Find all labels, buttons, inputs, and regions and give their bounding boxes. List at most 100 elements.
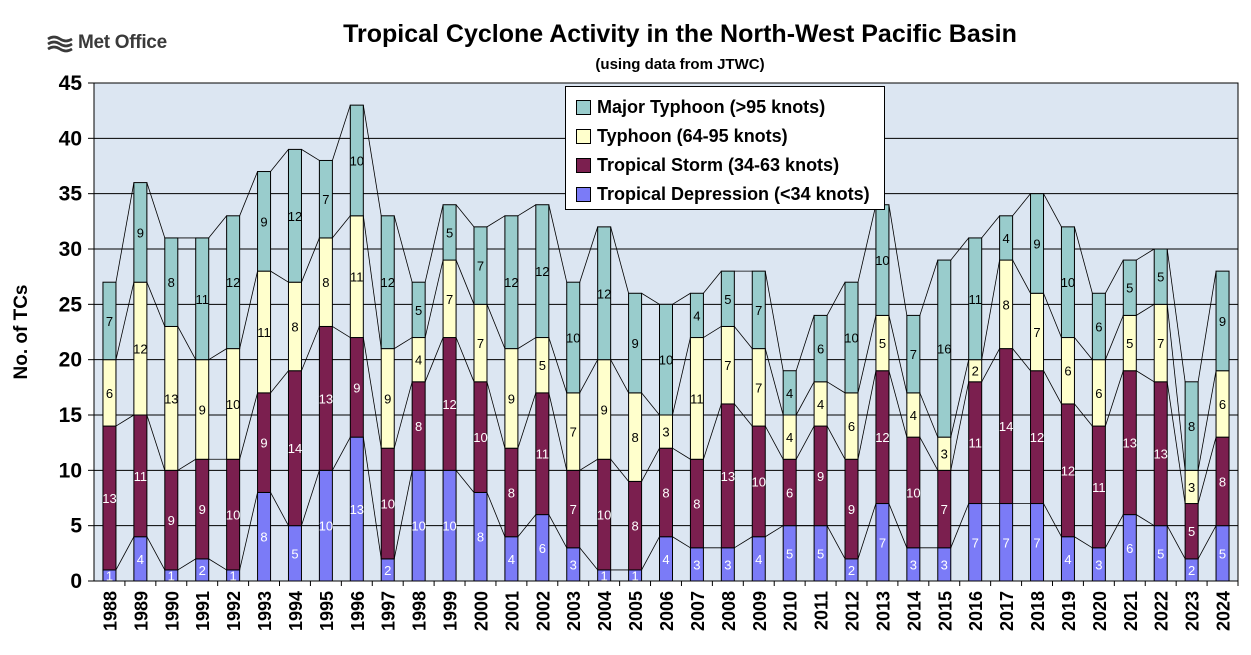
met-office-logo-icon bbox=[47, 35, 73, 53]
x-tick-label: 2011 bbox=[812, 591, 832, 630]
legend-label: Typhoon (64-95 knots) bbox=[597, 126, 788, 146]
data-label: 9 bbox=[601, 402, 608, 417]
series-connector-line bbox=[486, 381, 506, 449]
x-tick-label: 1990 bbox=[162, 591, 182, 631]
y-tick-label: 35 bbox=[59, 183, 83, 206]
series-connector-line bbox=[1197, 437, 1217, 504]
series-connector-line bbox=[672, 536, 691, 549]
bar-segment bbox=[751, 270, 766, 350]
series-connector-line bbox=[1104, 370, 1124, 427]
data-label: 4 bbox=[786, 386, 793, 401]
data-label: 8 bbox=[1219, 474, 1226, 489]
x-tick-label: 2009 bbox=[750, 591, 770, 631]
data-label: 4 bbox=[415, 353, 422, 368]
series-connector-line bbox=[548, 337, 568, 393]
series-connector-line bbox=[1166, 304, 1186, 471]
series-connector-line bbox=[239, 492, 258, 571]
series-connector-line bbox=[486, 492, 506, 537]
series-connector-line bbox=[362, 105, 382, 216]
data-label: 3 bbox=[662, 425, 669, 440]
bar-segment bbox=[318, 159, 333, 239]
data-label: 11 bbox=[968, 436, 982, 451]
x-tick-label: 2018 bbox=[1028, 591, 1048, 631]
y-tick-label: 25 bbox=[59, 293, 83, 316]
series-connector-line bbox=[486, 215, 506, 228]
series-connector-line bbox=[455, 259, 475, 305]
series-connector-line bbox=[795, 425, 815, 460]
bar-segment bbox=[999, 215, 1014, 261]
data-label: 1 bbox=[230, 568, 237, 583]
series-connector-line bbox=[734, 536, 753, 549]
data-label: 10 bbox=[411, 519, 425, 534]
legend-item: Tropical Depression (<34 knots) bbox=[576, 180, 874, 209]
data-label: 1 bbox=[601, 568, 608, 583]
data-label: 13 bbox=[1153, 447, 1167, 462]
series-connector-line bbox=[1074, 337, 1093, 360]
series-connector-line bbox=[1074, 403, 1093, 427]
data-label: 7 bbox=[910, 347, 917, 362]
legend-item: Major Typhoon (>95 knots) bbox=[576, 93, 874, 122]
data-label: 11 bbox=[1092, 480, 1106, 495]
series-connector-line bbox=[641, 536, 660, 571]
data-label: 11 bbox=[968, 292, 982, 307]
data-label: 5 bbox=[1188, 524, 1195, 539]
legend-swatch bbox=[576, 158, 591, 173]
series-connector-line bbox=[641, 392, 660, 416]
data-label: 6 bbox=[1064, 364, 1071, 379]
data-label: 12 bbox=[875, 430, 889, 445]
series-connector-line bbox=[146, 182, 166, 239]
series-connector-line bbox=[764, 348, 784, 416]
series-connector-line bbox=[239, 171, 258, 216]
series-connector-line bbox=[734, 403, 753, 427]
data-label: 8 bbox=[508, 485, 515, 500]
data-label: 12 bbox=[535, 264, 549, 279]
data-label: 7 bbox=[446, 292, 453, 307]
y-tick-label: 30 bbox=[59, 238, 82, 261]
series-connector-line bbox=[517, 392, 537, 449]
chart-legend: Major Typhoon (>95 knots) Typhoon (64-95 … bbox=[565, 86, 885, 210]
data-label: 9 bbox=[199, 402, 206, 417]
chart-title: Tropical Cyclone Activity in the North-W… bbox=[343, 20, 1017, 48]
data-label: 7 bbox=[1033, 535, 1040, 550]
series-connector-line bbox=[764, 271, 784, 371]
series-connector-line bbox=[394, 337, 413, 349]
bar-segment bbox=[195, 237, 210, 361]
series-connector-line bbox=[610, 226, 629, 294]
series-connector-line bbox=[579, 359, 599, 394]
x-tick-label: 2003 bbox=[564, 591, 584, 631]
series-connector-line bbox=[548, 204, 568, 283]
series-connector-line bbox=[239, 271, 258, 349]
bar-segment bbox=[566, 281, 581, 394]
series-connector-line bbox=[517, 337, 537, 349]
series-connector-line bbox=[1012, 259, 1031, 294]
series-connector-line bbox=[765, 525, 784, 538]
y-axis-title: No. of TCs bbox=[11, 285, 32, 380]
data-label: 10 bbox=[226, 508, 240, 523]
x-tick-label: 2000 bbox=[471, 591, 491, 631]
series-connector-line bbox=[424, 204, 444, 283]
data-label: 9 bbox=[817, 469, 824, 484]
data-label: 7 bbox=[570, 425, 577, 440]
legend-label: Tropical Depression (<34 knots) bbox=[597, 184, 870, 204]
data-label: 10 bbox=[473, 430, 487, 445]
data-label: 5 bbox=[1157, 546, 1164, 561]
data-label: 3 bbox=[910, 557, 917, 572]
data-label: 7 bbox=[755, 303, 762, 318]
series-connector-line bbox=[548, 392, 568, 471]
bar-segment bbox=[1060, 226, 1075, 339]
data-label: 12 bbox=[380, 275, 394, 290]
data-label: 10 bbox=[350, 153, 364, 168]
data-label: 5 bbox=[415, 303, 422, 318]
series-connector-line bbox=[1197, 271, 1217, 382]
series-connector-line bbox=[888, 503, 908, 548]
data-label: 9 bbox=[199, 502, 206, 517]
x-tick-label: 1993 bbox=[255, 591, 275, 631]
data-label: 6 bbox=[1219, 397, 1226, 412]
series-connector-line bbox=[826, 381, 846, 394]
data-label: 13 bbox=[102, 491, 116, 506]
series-connector-line bbox=[950, 237, 970, 261]
data-label: 14 bbox=[999, 419, 1013, 434]
series-connector-line bbox=[1197, 525, 1217, 560]
x-tick-label: 1995 bbox=[317, 591, 337, 631]
series-connector-line bbox=[950, 381, 970, 471]
